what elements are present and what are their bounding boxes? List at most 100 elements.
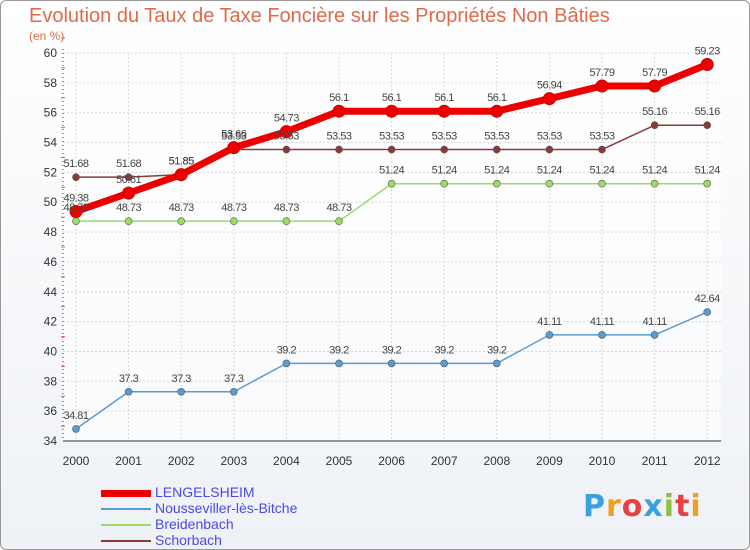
data-point	[230, 217, 238, 225]
data-label: 53.53	[537, 131, 562, 143]
logo-letter: i	[690, 489, 702, 524]
y-tick-label: 36	[44, 404, 58, 418]
x-tick-label: 2012	[694, 454, 721, 468]
y-tick-label: 40	[44, 344, 58, 358]
data-label: 48.73	[326, 202, 351, 214]
data-label: 56.1	[434, 92, 454, 104]
data-point	[492, 359, 501, 368]
x-tick-label: 2006	[378, 454, 405, 468]
x-tick-label: 2005	[326, 454, 353, 468]
data-point	[72, 173, 80, 181]
data-point	[335, 145, 343, 154]
data-label: 39.2	[434, 344, 454, 356]
data-label: 53.53	[221, 131, 246, 143]
data-point	[440, 145, 449, 154]
logo-letter: P	[583, 489, 606, 524]
y-tick-label: 60	[44, 46, 58, 60]
line-chart: 34 36 38 40 42 44 46 48 50 52 54 56 58 60 2000 2001 2002…	[44, 37, 721, 468]
data-label: 48.73	[169, 202, 194, 214]
data-point	[492, 145, 501, 154]
data-label: 54.73	[274, 113, 299, 125]
data-point	[542, 92, 556, 106]
data-point	[650, 179, 659, 188]
data-label: 37.3	[224, 373, 244, 385]
data-point	[124, 217, 133, 225]
data-point	[230, 387, 238, 396]
y-tick-label: 38	[44, 374, 58, 388]
data-label: 39.2	[487, 344, 507, 356]
data-point	[440, 179, 449, 188]
x-tick-label: 2001	[115, 454, 142, 468]
data-point	[177, 387, 185, 396]
data-point	[387, 179, 396, 188]
data-label: 53.53	[484, 131, 509, 143]
legend-label-nousseviller: Nousseviller-lès-Bitche	[155, 500, 298, 516]
data-point	[703, 121, 712, 130]
data-point	[72, 425, 80, 433]
data-label: 41.11	[537, 316, 562, 328]
data-point	[648, 79, 662, 93]
data-label: 41.11	[642, 316, 667, 328]
data-point	[598, 145, 606, 154]
legend-swatch-schorbach	[101, 540, 151, 542]
data-label: 42.64	[695, 293, 720, 305]
data-label: 51.24	[484, 165, 509, 177]
data-label: 56.1	[329, 92, 349, 104]
data-point	[282, 217, 291, 225]
data-label: 48.73	[116, 202, 141, 214]
data-point	[440, 359, 449, 368]
data-point	[650, 121, 659, 130]
legend-label-lengelsheim: LENGELSHEIM	[155, 484, 255, 500]
data-point	[124, 173, 133, 181]
data-point	[282, 145, 291, 154]
data-point	[703, 179, 712, 188]
data-point	[545, 179, 554, 188]
data-point	[545, 331, 554, 339]
logo-letter: r	[606, 489, 622, 524]
data-label: 39.2	[277, 344, 297, 356]
data-point	[598, 331, 606, 339]
data-point	[650, 331, 659, 339]
data-label: 48.73	[63, 202, 88, 214]
data-label: 51.24	[642, 165, 667, 177]
data-point	[598, 179, 606, 188]
data-label: 39.2	[382, 344, 402, 356]
logo-letter: t	[675, 489, 691, 524]
data-label: 49.38	[63, 192, 88, 204]
data-label: 57.79	[642, 67, 667, 79]
data-point	[595, 79, 609, 93]
x-tick-label: 2008	[483, 454, 510, 468]
legend-swatch-lengelsheim	[101, 490, 151, 497]
data-label: 53.53	[432, 131, 457, 143]
data-point	[437, 104, 451, 118]
data-point	[124, 387, 133, 396]
x-tick-label: 2011	[642, 454, 668, 468]
data-point	[335, 359, 343, 368]
legend-swatch-nousseviller	[101, 508, 151, 510]
y-axis-unit-label: (en %)	[29, 29, 65, 43]
data-point	[72, 217, 80, 225]
y-tick-label: 44	[44, 285, 58, 299]
y-tick-label: 54	[44, 136, 58, 150]
logo-letter: x	[643, 489, 664, 524]
y-tick-label: 50	[44, 195, 58, 209]
data-label: 51.85	[169, 156, 194, 168]
data-point	[282, 359, 291, 368]
legend-swatch-breidenbach	[101, 524, 151, 526]
data-label: 53.53	[379, 131, 404, 143]
data-point	[700, 57, 714, 71]
x-tick-label: 2007	[431, 454, 458, 468]
data-point	[492, 179, 501, 188]
y-tick-label: 48	[44, 225, 58, 239]
data-label: 48.73	[274, 202, 299, 214]
data-label: 55.16	[642, 106, 667, 118]
x-tick-label: 2003	[220, 454, 247, 468]
x-tick-label: 2004	[273, 454, 300, 468]
data-label: 55.16	[695, 106, 720, 118]
data-label: 53.53	[274, 131, 299, 143]
y-tick-label: 56	[44, 106, 58, 120]
data-point	[490, 104, 504, 118]
data-label: 57.79	[589, 67, 614, 79]
logo-letter: i	[663, 489, 676, 524]
